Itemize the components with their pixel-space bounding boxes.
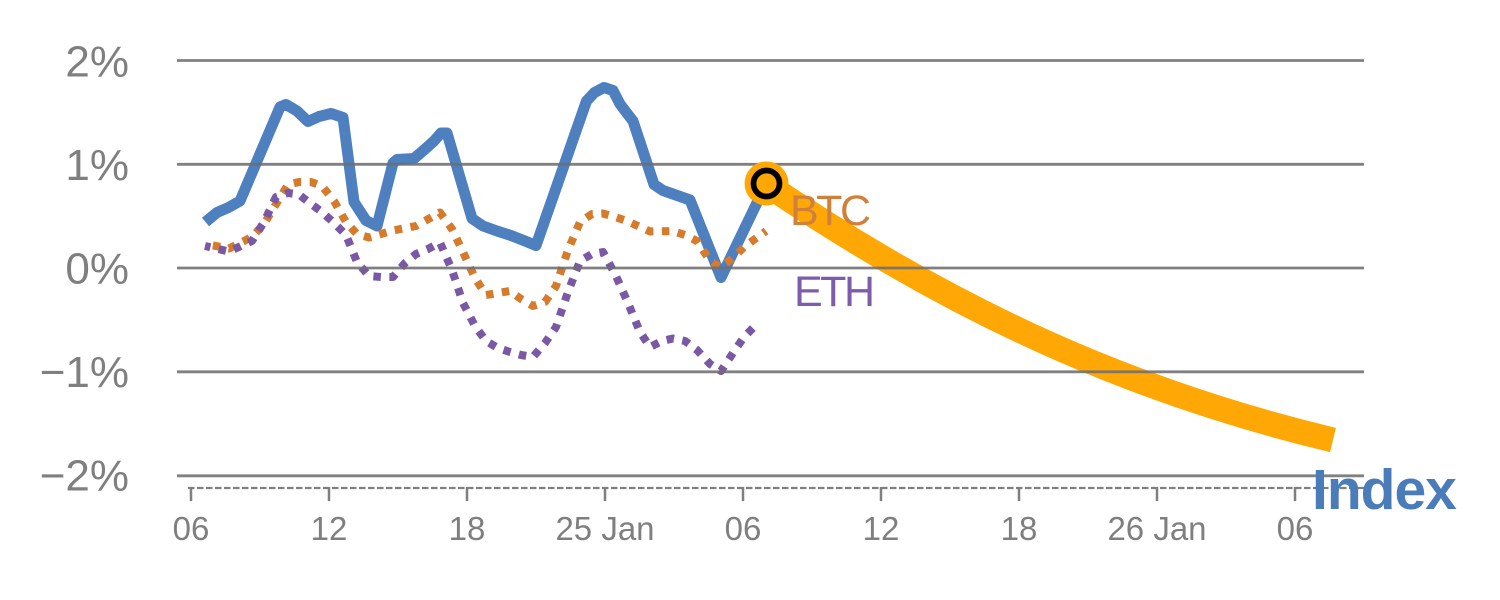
svg-text:2%: 2% bbox=[65, 38, 129, 87]
svg-text:Index: Index bbox=[1312, 458, 1457, 522]
svg-text:0%: 0% bbox=[65, 245, 129, 294]
svg-text:12: 12 bbox=[311, 510, 348, 547]
svg-text:12: 12 bbox=[863, 510, 900, 547]
svg-text:ETH: ETH bbox=[794, 268, 873, 316]
svg-text:18: 18 bbox=[1001, 510, 1038, 547]
svg-text:26 Jan: 26 Jan bbox=[1107, 510, 1206, 547]
svg-text:−2%: −2% bbox=[40, 452, 129, 501]
svg-text:18: 18 bbox=[449, 510, 486, 547]
svg-text:06: 06 bbox=[1277, 510, 1314, 547]
svg-text:06: 06 bbox=[173, 510, 210, 547]
svg-text:−1%: −1% bbox=[40, 348, 129, 397]
svg-text:1%: 1% bbox=[65, 141, 129, 190]
svg-text:06: 06 bbox=[725, 510, 762, 547]
svg-text:BTC: BTC bbox=[790, 187, 870, 235]
svg-text:25 Jan: 25 Jan bbox=[555, 510, 654, 547]
